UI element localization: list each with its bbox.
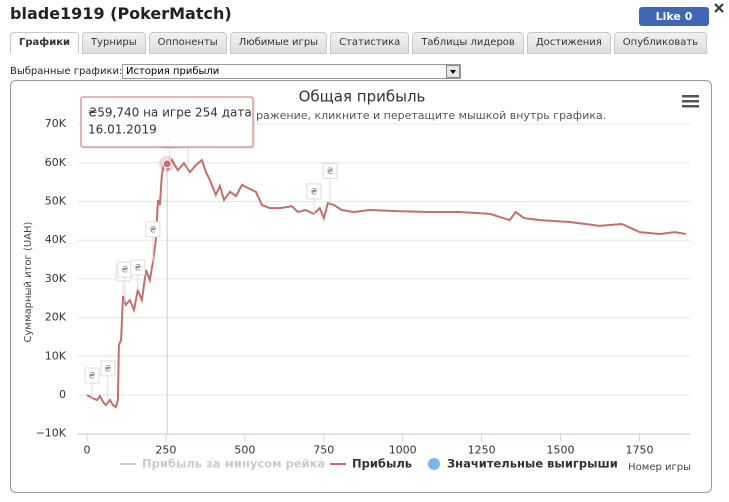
like-button[interactable]: Like 0 [639,7,709,26]
tab[interactable]: Любимые игры [229,32,328,54]
y-tick-label: 0 [59,388,66,401]
flag-label: ₴ [310,187,317,197]
y-tick-label: −10K [36,427,67,440]
flag-label: ₴ [104,364,111,374]
flag: ₴ [84,367,100,399]
flag-label: ₴ [121,266,128,276]
tooltip-line: ₴59,740 на игре 254 дата [88,106,252,120]
page-title: blade1919 (PokerMatch) [10,4,232,23]
flag: ₴ [306,183,322,214]
tab[interactable]: Турниры [82,32,146,54]
tab-bar: Графики Турниры Оппоненты Любимые игры Стати… [10,32,708,54]
legend-label: Прибыль за минусом рейка [142,457,325,471]
like-count: 0 [684,10,693,23]
y-axis-title: Суммарный итог (UAH) [23,221,34,342]
x-tick-label: 750 [313,444,334,457]
flag-label: ₴ [327,167,334,177]
flag-box [306,183,322,200]
profit-line [86,157,687,409]
y-tick-label: 60K [45,156,67,169]
flag-box [84,367,100,384]
flag-label: ₴ [134,264,141,274]
x-tick-label: 1750 [625,444,653,457]
legend-symbol [428,458,440,470]
y-tick-label: 10K [45,349,67,362]
y-tick-label: 30K [45,272,67,285]
x-axis-title: Номер игры [628,462,691,473]
dropdown-arrow [446,65,460,78]
y-tick-label: 20K [45,311,67,324]
tooltip-box [80,96,254,148]
selector-label: Выбранные графики: [10,66,123,77]
flag: ₴ [130,259,146,291]
tab[interactable]: Оппоненты [148,32,227,54]
y-tick-label: 40K [45,233,67,246]
tab[interactable]: Опубликовать [613,32,708,54]
x-tick-label: 500 [234,444,255,457]
x-tick-label: 1000 [389,444,417,457]
y-tick-label: 50K [45,195,67,208]
x-tick-label: 0 [83,444,90,457]
x-tick-label: 250 [155,444,176,457]
flag-box [100,360,116,377]
flag: ₴ [117,261,133,303]
tab[interactable]: Достижения [526,32,611,54]
tab[interactable]: Графики [10,32,80,54]
x-tick-label: 1500 [547,444,575,457]
chart-subtitle: ражение, кликните и перетащите мышкой вн… [256,109,606,122]
flag: ₴ [322,162,338,204]
flag: ₴ [145,221,161,262]
tab[interactable]: Таблицы лидеров [412,32,524,54]
legend-label: Значительные выигрыши [447,457,618,471]
flag-box [145,221,161,238]
highlight-point [162,159,172,169]
flag-label: ₴ [149,225,156,235]
tab[interactable]: Статистика [330,32,410,54]
menu-icon[interactable] [682,95,699,108]
chart-title: Общая прибыль [299,88,426,106]
chart-panel [10,80,712,493]
x-tick-label: 1250 [468,444,496,457]
flag-box [322,162,338,179]
close-icon[interactable] [713,2,725,14]
flag-label: ₴ [89,372,96,382]
y-tick-label: 70K [45,117,67,130]
legend-label: Прибыль [352,457,412,471]
selector-value: История прибыли [126,66,220,77]
like-label: Like [655,10,681,23]
flag: ₴ [100,360,116,401]
chart-selector[interactable]: История прибыли [122,64,461,79]
flag-box [130,259,146,276]
tooltip-line: 16.01.2019 [88,123,157,137]
